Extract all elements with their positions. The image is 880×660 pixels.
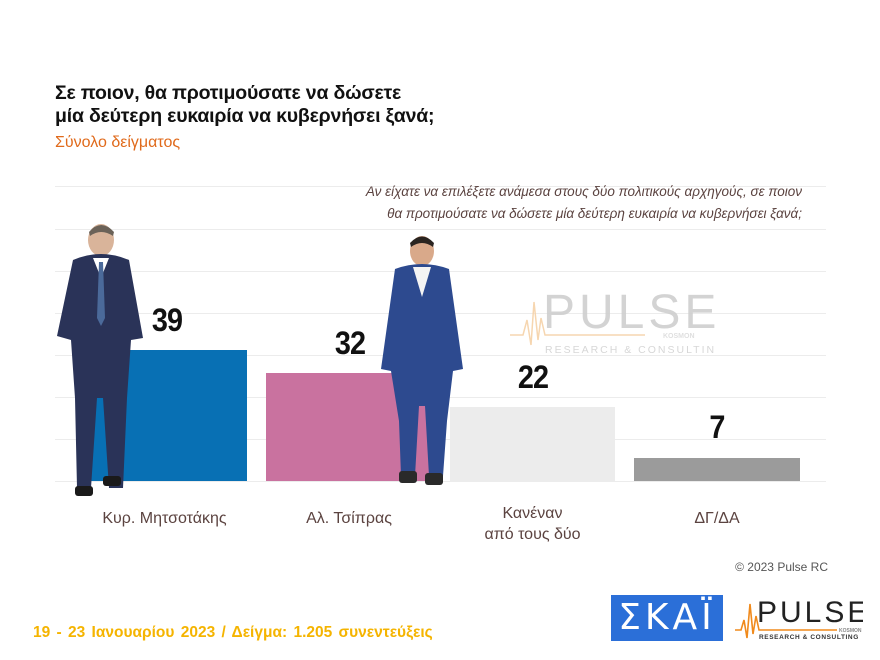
survey-dates-sample: 19 - 23 Ιανουαρίου 2023 / Δείγμα: 1.205 … [33,624,433,641]
value-label-mitsotakis: 39 [151,302,183,338]
bar-none [450,407,615,481]
value-label-dk-na: 7 [709,409,725,445]
category-label-tsipras: Αλ. Τσίπρας [306,510,392,527]
title-line-1: Σε ποιον, θα προτιμούσατε να δώσετε [55,82,402,104]
category-label-none-line-1: Κανέναν [502,505,563,522]
question-text: Αν είχατε να επιλέξετε ανάμεσα στους δύο… [366,181,802,225]
question-line-1: Αν είχατε να επιλέξετε ανάμεσα στους δύο… [365,184,802,199]
svg-text:RESEARCH & CONSULTING: RESEARCH & CONSULTING [759,634,859,641]
chart-subtitle: Σύνολο δείγματος [55,134,181,151]
title-line-2: μία δεύτερη ευκαιρία να κυβερνήσει ξανά; [55,105,435,127]
value-label-none: 22 [517,359,549,395]
category-label-mitsotakis: Κυρ. Μητσοτάκης [102,510,227,527]
question-line-2: θα προτιμούσατε να δώσετε μία δεύτερη ευ… [387,206,802,221]
gridline [55,229,826,230]
chart-title: Σε ποιον, θα προτιμούσατε να δώσετε μία … [55,82,434,128]
mitsotakis-photo [57,224,143,496]
svg-text:PULSE: PULSE [757,596,863,629]
svg-text:KOSMON: KOSMON [839,628,862,634]
category-label-none-line-2: από τους δύο [484,526,581,543]
category-label-dk-na: ΔΓ/ΔΑ [694,510,740,527]
tsipras-photo [381,236,463,485]
pulse-logo: PULSE KOSMON RESEARCH & CONSULTING [735,596,863,641]
gridline [55,186,826,187]
value-label-tsipras: 32 [334,325,366,361]
bar-dk-na [634,458,800,481]
svg-text:PULSE: PULSE [543,290,715,339]
copyright-text: © 2023 Pulse RC [735,560,828,574]
skai-logo: ΣΚΑΪ [611,595,723,641]
pulse-watermark: PULSE KOSMON RESEARCH & CONSULTING [510,290,715,356]
svg-text:KOSMON: KOSMON [663,333,695,340]
svg-text:RESEARCH & CONSULTING: RESEARCH & CONSULTING [545,344,715,356]
category-label-none: Κανέναν από τους δύο [450,503,615,545]
